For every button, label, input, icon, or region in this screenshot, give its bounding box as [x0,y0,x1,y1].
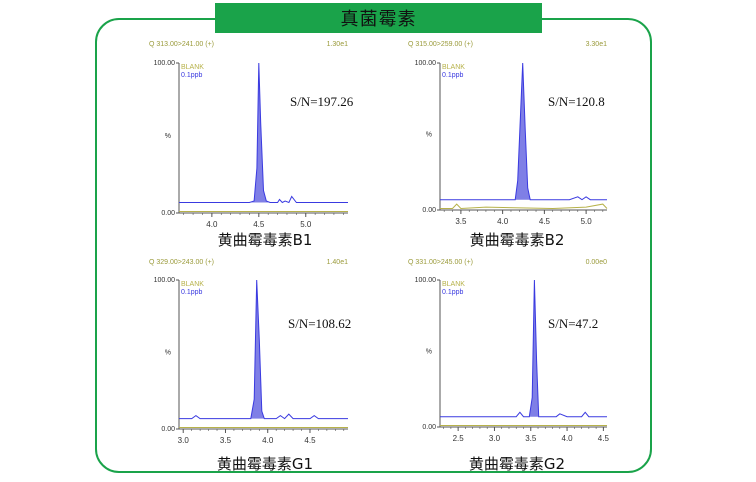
chromatogram-panel-2: Q 315.00>259.00 (+) 3.30e1 100.00 0.00% 3.5 4… [408,41,608,249]
x-tick-label: 4.5 [304,436,316,445]
x-tick-label: 5.0 [300,220,312,229]
intensity-label: 3.30e1 [586,41,608,48]
intensity-label: 0.00e0 [586,259,608,266]
x-tick-label: 3.5 [525,434,537,443]
x-tick-label: 4.0 [262,436,274,445]
x-tick-label: 4.5 [598,434,610,443]
signal-to-noise-label: S/N=197.26 [290,94,354,109]
series-sample-line [179,279,348,420]
x-tick-label: 3.0 [178,436,190,445]
y-axis-label: % [165,133,171,140]
y-tick-label: 100.00 [415,277,437,284]
y-tick-label: 0.00 [161,426,175,433]
legend-sample: 0.1ppb [442,72,464,79]
panel-caption: 黄曲霉毒素G1 [217,455,313,473]
panel-caption: 黄曲霉毒素B2 [470,231,565,249]
signal-to-noise-label: S/N=47.2 [548,316,598,331]
chromatogram-panel-1: Q 313.00>241.00 (+) 1.30e1 100.00 0.00% 4.0 4… [149,41,354,249]
panel-caption: 黄曲霉毒素B1 [218,231,313,249]
ion-transition-label: Q 313.00>241.00 (+) [149,41,214,48]
signal-to-noise-label: S/N=120.8 [548,94,605,109]
panel-caption: 黄曲霉毒素G2 [469,455,565,473]
x-tick-label: 4.0 [497,217,509,226]
legend-sample: 0.1ppb [181,289,203,296]
y-tick-label: 0.00 [422,207,436,214]
signal-to-noise-label: S/N=108.62 [288,316,351,331]
peak-area [529,280,539,417]
x-tick-label: 3.0 [489,434,501,443]
legend-blank: BLANK [442,64,465,71]
x-tick-label: 4.0 [206,220,218,229]
y-axis-label: % [426,349,432,356]
legend-blank: BLANK [181,64,204,71]
y-tick-label: 100.00 [154,277,176,284]
series-sample-line [179,62,348,204]
peak-area [249,63,271,203]
x-tick-label: 3.5 [220,436,232,445]
y-tick-label: 100.00 [415,60,437,67]
x-tick-label: 4.0 [562,434,574,443]
x-tick-label: 4.5 [539,217,551,226]
y-tick-label: 0.00 [161,210,175,217]
ion-transition-label: Q 329.00>243.00 (+) [149,259,214,266]
y-axis-label: % [426,132,432,139]
y-tick-label: 0.00 [422,424,436,431]
chromatogram-panel-4: Q 331.00>245.00 (+) 0.00e0 100.00 0.00% 2.5 3… [408,259,609,473]
x-tick-label: 3.5 [455,217,467,226]
x-tick-label: 5.0 [581,217,593,226]
series-sample-line [440,62,607,201]
intensity-label: 1.30e1 [327,41,349,48]
ion-transition-label: Q 315.00>259.00 (+) [408,41,473,48]
legend-sample: 0.1ppb [181,72,203,79]
y-axis-label: % [165,350,171,357]
chromatogram-panel-3: Q 329.00>243.00 (+) 1.40e1 100.00 0.00% 3.0 3… [149,259,351,473]
peak-area [250,280,265,419]
legend-blank: BLANK [181,281,204,288]
x-tick-label: 4.5 [253,220,265,229]
legend-blank: BLANK [442,281,465,288]
legend-sample: 0.1ppb [442,289,464,296]
banner-title: 真菌霉素 [215,3,542,33]
y-tick-label: 100.00 [154,60,176,67]
ion-transition-label: Q 331.00>245.00 (+) [408,259,473,266]
intensity-label: 1.40e1 [327,259,349,266]
series-blank-line [440,203,608,210]
series-sample-line [440,279,607,418]
x-tick-label: 2.5 [453,434,465,443]
